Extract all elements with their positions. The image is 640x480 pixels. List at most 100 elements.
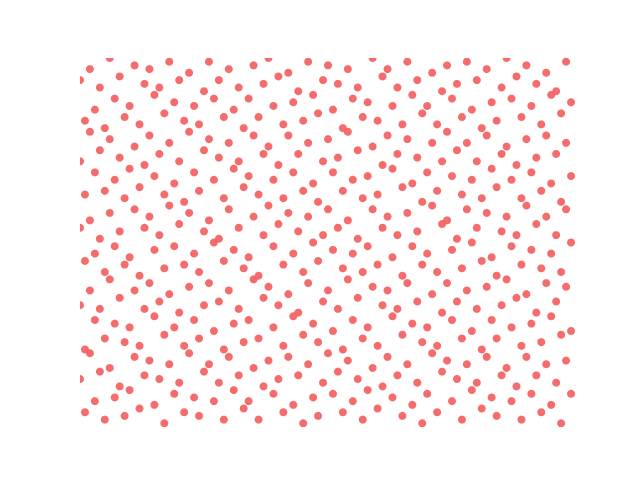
point [160, 419, 169, 427]
point [319, 378, 328, 387]
point [472, 378, 481, 387]
point [85, 216, 94, 225]
point [224, 138, 233, 147]
point [383, 131, 392, 140]
point [319, 76, 328, 85]
point [130, 352, 139, 361]
point [413, 153, 422, 162]
point [403, 208, 412, 217]
point [239, 264, 248, 273]
point [363, 386, 372, 395]
point [358, 334, 367, 343]
point [214, 297, 223, 306]
point [487, 98, 496, 107]
point [269, 389, 278, 398]
point [120, 260, 129, 269]
point [284, 131, 293, 140]
point [408, 319, 417, 328]
point [433, 408, 442, 417]
point [214, 153, 223, 162]
point [368, 282, 377, 291]
point [294, 149, 303, 158]
point [304, 279, 313, 288]
point [462, 360, 471, 369]
point [264, 282, 273, 291]
point [452, 375, 461, 384]
point [562, 205, 571, 214]
point [383, 212, 392, 221]
point [418, 419, 427, 427]
point [517, 260, 526, 269]
point [388, 164, 397, 173]
point [532, 308, 541, 317]
point [338, 408, 347, 417]
point [269, 101, 278, 110]
point [150, 245, 159, 254]
point [522, 201, 531, 210]
point [433, 268, 442, 277]
point [333, 153, 342, 162]
point [125, 253, 134, 262]
point [443, 61, 452, 70]
point [214, 76, 223, 85]
point [135, 341, 144, 350]
point [274, 220, 283, 229]
point [120, 113, 129, 122]
point [214, 378, 223, 387]
point [452, 79, 461, 88]
point [428, 138, 437, 147]
point [378, 161, 387, 170]
point [95, 83, 104, 92]
point [279, 408, 288, 417]
point [537, 408, 546, 417]
point [378, 223, 387, 232]
point [388, 312, 397, 321]
point [492, 116, 501, 125]
point [507, 323, 516, 332]
point [304, 212, 313, 221]
point [155, 83, 164, 92]
point [448, 172, 456, 181]
point [269, 175, 278, 184]
point [120, 411, 129, 420]
point [408, 242, 417, 251]
point [170, 323, 179, 332]
point [90, 315, 99, 324]
point [165, 201, 174, 210]
point [373, 260, 382, 269]
point [200, 301, 208, 310]
point [398, 271, 407, 280]
point [403, 58, 412, 66]
point [299, 116, 308, 125]
point [477, 124, 486, 133]
point [249, 363, 258, 372]
point [363, 98, 372, 107]
point [428, 349, 437, 358]
point [383, 352, 392, 361]
point [95, 146, 104, 155]
point [438, 367, 447, 376]
point [135, 183, 144, 192]
point [373, 341, 382, 350]
point [195, 268, 204, 277]
point [259, 149, 268, 158]
point [185, 282, 194, 291]
point [324, 349, 332, 358]
point [452, 297, 461, 306]
point [314, 256, 323, 265]
point [472, 304, 481, 313]
point [388, 101, 397, 110]
point [130, 286, 139, 295]
point [80, 190, 89, 199]
point [462, 138, 471, 147]
point [487, 393, 496, 402]
point [328, 105, 337, 114]
point [175, 378, 184, 387]
point [522, 352, 531, 361]
point [140, 371, 149, 380]
point [200, 367, 208, 376]
point [472, 76, 481, 85]
point [229, 105, 238, 114]
point [363, 323, 372, 332]
point [487, 164, 496, 173]
